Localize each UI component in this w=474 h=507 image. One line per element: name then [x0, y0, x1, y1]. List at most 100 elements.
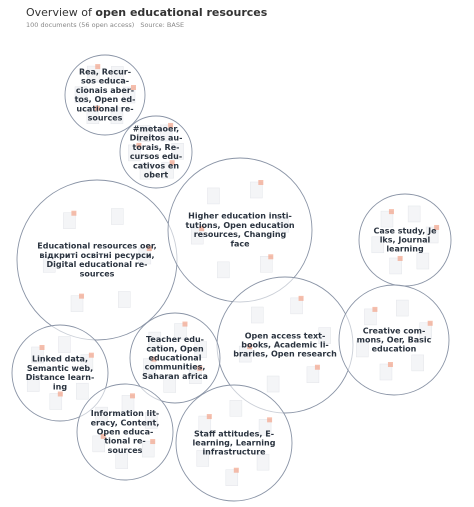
paper	[122, 86, 136, 104]
paper	[110, 107, 124, 125]
paper	[371, 236, 385, 254]
open-access-icon	[197, 365, 203, 371]
bubble-label: obert	[144, 171, 169, 180]
paper	[115, 452, 129, 469]
paper	[229, 400, 243, 417]
open-access-icon	[247, 344, 253, 350]
paper	[86, 65, 100, 83]
bubble-label: cativos en	[133, 161, 179, 170]
open-access-icon	[397, 255, 403, 261]
doc-count: 100 documents (56 open access)	[26, 21, 135, 29]
bubble[interactable]	[64, 54, 146, 136]
bubble-label: ing	[53, 382, 67, 391]
bubble-label: Digital educational re-	[47, 260, 148, 269]
bubble-label: Direitos au-	[130, 134, 183, 143]
paper	[258, 419, 272, 436]
open-access-icon	[94, 105, 100, 111]
bubble-label: #metaoer,	[133, 125, 179, 134]
bubble[interactable]	[175, 384, 293, 502]
paper	[256, 453, 270, 471]
bubble[interactable]	[119, 115, 193, 189]
bubble-label: Open access text-	[245, 331, 326, 340]
paper	[194, 341, 207, 358]
bubble-label: learning, Learning	[193, 439, 276, 448]
paper	[58, 336, 71, 353]
open-access-icon	[88, 352, 94, 358]
paper	[318, 327, 331, 344]
paper	[411, 354, 425, 372]
bubble-label: Teacher edu-	[146, 335, 204, 344]
open-access-icon	[168, 122, 174, 128]
paper	[42, 256, 56, 273]
paper	[171, 143, 184, 160]
paper	[419, 322, 432, 340]
bubble-label: Distance learn-	[26, 373, 95, 382]
bubble-label: cation, Open	[146, 344, 204, 353]
bubble-label: Saharan africa	[142, 372, 208, 381]
paper	[86, 107, 100, 124]
bubble-label: tional re-	[104, 437, 145, 446]
title-topic: open educational resources	[95, 6, 268, 19]
paper	[380, 210, 394, 228]
paper	[70, 295, 84, 312]
open-access-icon	[427, 320, 433, 326]
paper	[163, 376, 176, 393]
open-access-icon	[182, 321, 188, 327]
bubble-label: educational	[149, 354, 202, 363]
paper	[143, 358, 156, 375]
open-access-icon	[57, 391, 63, 397]
paper	[138, 247, 152, 265]
paper	[260, 256, 273, 273]
bubble-label: learning	[386, 245, 424, 254]
open-access-icon	[372, 306, 378, 312]
open-access-icon	[151, 356, 157, 362]
bubble-label: education	[372, 345, 417, 354]
bubble-label: sources	[108, 446, 143, 455]
open-access-icon	[150, 439, 156, 445]
paper	[225, 469, 239, 486]
open-access-icon	[71, 210, 77, 216]
paper	[250, 181, 263, 199]
open-access-icon	[387, 362, 393, 368]
paper	[266, 375, 280, 393]
open-access-icon	[388, 209, 394, 215]
bubble-label: ucational re-	[76, 104, 133, 113]
paper	[76, 382, 89, 400]
open-access-icon	[268, 254, 274, 260]
title: Overview of open educational resources	[26, 6, 267, 19]
bubble-label: sources	[88, 114, 123, 123]
open-access-icon	[169, 160, 175, 166]
paper	[118, 291, 131, 308]
paper	[306, 366, 320, 383]
paper	[74, 86, 88, 104]
paper	[379, 363, 393, 381]
bubble-label: tos, Open ed-	[75, 95, 136, 104]
paper	[217, 261, 230, 279]
open-access-icon	[146, 246, 152, 252]
paper	[290, 297, 303, 315]
open-access-icon	[95, 64, 101, 70]
open-access-icon	[434, 224, 440, 230]
bubble-label: resources, Changing	[194, 230, 287, 239]
paper	[198, 415, 212, 433]
paper	[189, 367, 202, 384]
paper	[26, 375, 40, 392]
bubble-label: Information lit-	[91, 409, 160, 418]
paper	[207, 187, 220, 205]
bubble-label: braries, Open research	[233, 350, 337, 359]
paper	[128, 144, 141, 162]
bubble-label: communities,	[145, 363, 206, 372]
bubble-label: torais, Re-	[133, 143, 180, 152]
paper	[396, 299, 409, 317]
bubble-label: sources	[80, 269, 115, 278]
open-access-icon	[100, 433, 106, 439]
bubble-label: відкриті освітні ресурси,	[39, 250, 154, 260]
open-access-icon	[314, 364, 320, 370]
open-access-icon	[233, 467, 239, 473]
paper	[148, 331, 162, 349]
paper	[251, 306, 264, 324]
paper	[121, 395, 135, 412]
bubble-label: infrastructure	[202, 448, 266, 457]
paper	[161, 161, 174, 179]
paper	[416, 252, 430, 270]
